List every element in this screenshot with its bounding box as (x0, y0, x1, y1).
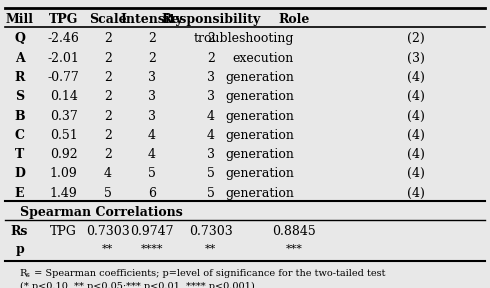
Text: 0.51: 0.51 (50, 129, 77, 142)
Text: generation: generation (225, 129, 294, 142)
Text: (4): (4) (407, 148, 424, 161)
Text: 3: 3 (207, 71, 215, 84)
Text: 2: 2 (104, 90, 112, 103)
Text: 4: 4 (207, 129, 215, 142)
Text: 0.9747: 0.9747 (130, 225, 173, 238)
Text: (2): (2) (407, 32, 424, 46)
Text: Rs: Rs (11, 225, 28, 238)
Text: 2: 2 (148, 32, 156, 46)
Text: 5: 5 (104, 187, 112, 200)
Text: 3: 3 (148, 71, 156, 84)
Text: p: p (15, 242, 24, 255)
Text: C: C (15, 129, 24, 142)
Text: 3: 3 (207, 90, 215, 103)
Text: 2: 2 (104, 52, 112, 65)
Text: generation: generation (225, 167, 294, 180)
Text: 5: 5 (207, 187, 215, 200)
Text: 5: 5 (148, 167, 156, 180)
Text: troubleshooting: troubleshooting (194, 32, 294, 46)
Text: -2.46: -2.46 (48, 32, 80, 46)
Text: = Spearman coefficients; p=level of significance for the two-tailed test: = Spearman coefficients; p=level of sign… (31, 269, 386, 278)
Text: S: S (15, 90, 24, 103)
Text: 2: 2 (207, 32, 215, 46)
Text: (* p<0.10, ** p<0.05;*** p<0.01, **** p<0.001): (* p<0.10, ** p<0.05;*** p<0.01, **** p<… (20, 282, 254, 288)
Text: 0.92: 0.92 (50, 148, 77, 161)
Text: Role: Role (278, 13, 310, 26)
Text: D: D (14, 167, 25, 180)
Text: 2: 2 (104, 129, 112, 142)
Text: generation: generation (225, 148, 294, 161)
Text: 4: 4 (104, 167, 112, 180)
Text: s: s (26, 270, 30, 278)
Text: Intensity: Intensity (121, 13, 183, 26)
Text: **: ** (205, 244, 216, 254)
Text: Mill: Mill (5, 13, 34, 26)
Text: T: T (15, 148, 24, 161)
Text: 3: 3 (148, 109, 156, 122)
Text: (4): (4) (407, 187, 424, 200)
Text: generation: generation (225, 71, 294, 84)
Text: 4: 4 (207, 109, 215, 122)
Text: 2: 2 (104, 71, 112, 84)
Text: 6: 6 (148, 187, 156, 200)
Text: 3: 3 (148, 90, 156, 103)
Text: (3): (3) (407, 52, 424, 65)
Text: Spearman Correlations: Spearman Correlations (20, 206, 182, 219)
Text: A: A (15, 52, 24, 65)
Text: generation: generation (225, 109, 294, 122)
Text: Q: Q (14, 32, 25, 46)
Text: TPG: TPG (49, 13, 78, 26)
Text: generation: generation (225, 90, 294, 103)
Text: 1.09: 1.09 (50, 167, 77, 180)
Text: 2: 2 (104, 32, 112, 46)
Text: (4): (4) (407, 129, 424, 142)
Text: (4): (4) (407, 167, 424, 180)
Text: 1.49: 1.49 (50, 187, 77, 200)
Text: execution: execution (233, 52, 294, 65)
Text: **: ** (102, 244, 113, 254)
Text: 2: 2 (148, 52, 156, 65)
Text: B: B (14, 109, 25, 122)
Text: R: R (14, 71, 25, 84)
Text: 5: 5 (207, 167, 215, 180)
Text: E: E (15, 187, 24, 200)
Text: 0.7303: 0.7303 (189, 225, 233, 238)
Text: -2.01: -2.01 (48, 52, 80, 65)
Text: 4: 4 (148, 148, 156, 161)
Text: ***: *** (286, 244, 302, 254)
Text: Scale: Scale (89, 13, 126, 26)
Text: 3: 3 (207, 148, 215, 161)
Text: 2: 2 (104, 109, 112, 122)
Text: Responsibility: Responsibility (161, 13, 260, 26)
Text: 0.7303: 0.7303 (86, 225, 130, 238)
Text: 0.8845: 0.8845 (272, 225, 316, 238)
Text: TPG: TPG (50, 225, 77, 238)
Text: R: R (20, 269, 27, 278)
Text: (4): (4) (407, 71, 424, 84)
Text: generation: generation (225, 187, 294, 200)
Text: 4: 4 (148, 129, 156, 142)
Text: (4): (4) (407, 90, 424, 103)
Text: (4): (4) (407, 109, 424, 122)
Text: 2: 2 (207, 52, 215, 65)
Text: -0.77: -0.77 (48, 71, 79, 84)
Text: 0.37: 0.37 (50, 109, 77, 122)
Text: ****: **** (141, 244, 163, 254)
Text: 0.14: 0.14 (50, 90, 77, 103)
Text: 2: 2 (104, 148, 112, 161)
